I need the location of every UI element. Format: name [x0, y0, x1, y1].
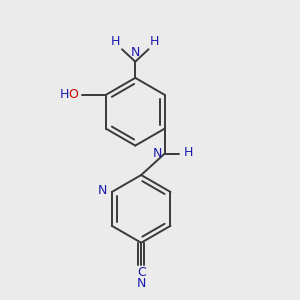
Text: C: C — [137, 266, 146, 279]
Text: N: N — [152, 147, 162, 160]
Text: H: H — [184, 146, 193, 159]
Text: H: H — [60, 88, 69, 101]
Text: N: N — [136, 277, 146, 290]
Text: H: H — [111, 35, 121, 48]
Text: H: H — [150, 35, 159, 48]
Text: N: N — [130, 46, 140, 59]
Text: O: O — [68, 88, 78, 101]
Text: N: N — [98, 184, 107, 197]
